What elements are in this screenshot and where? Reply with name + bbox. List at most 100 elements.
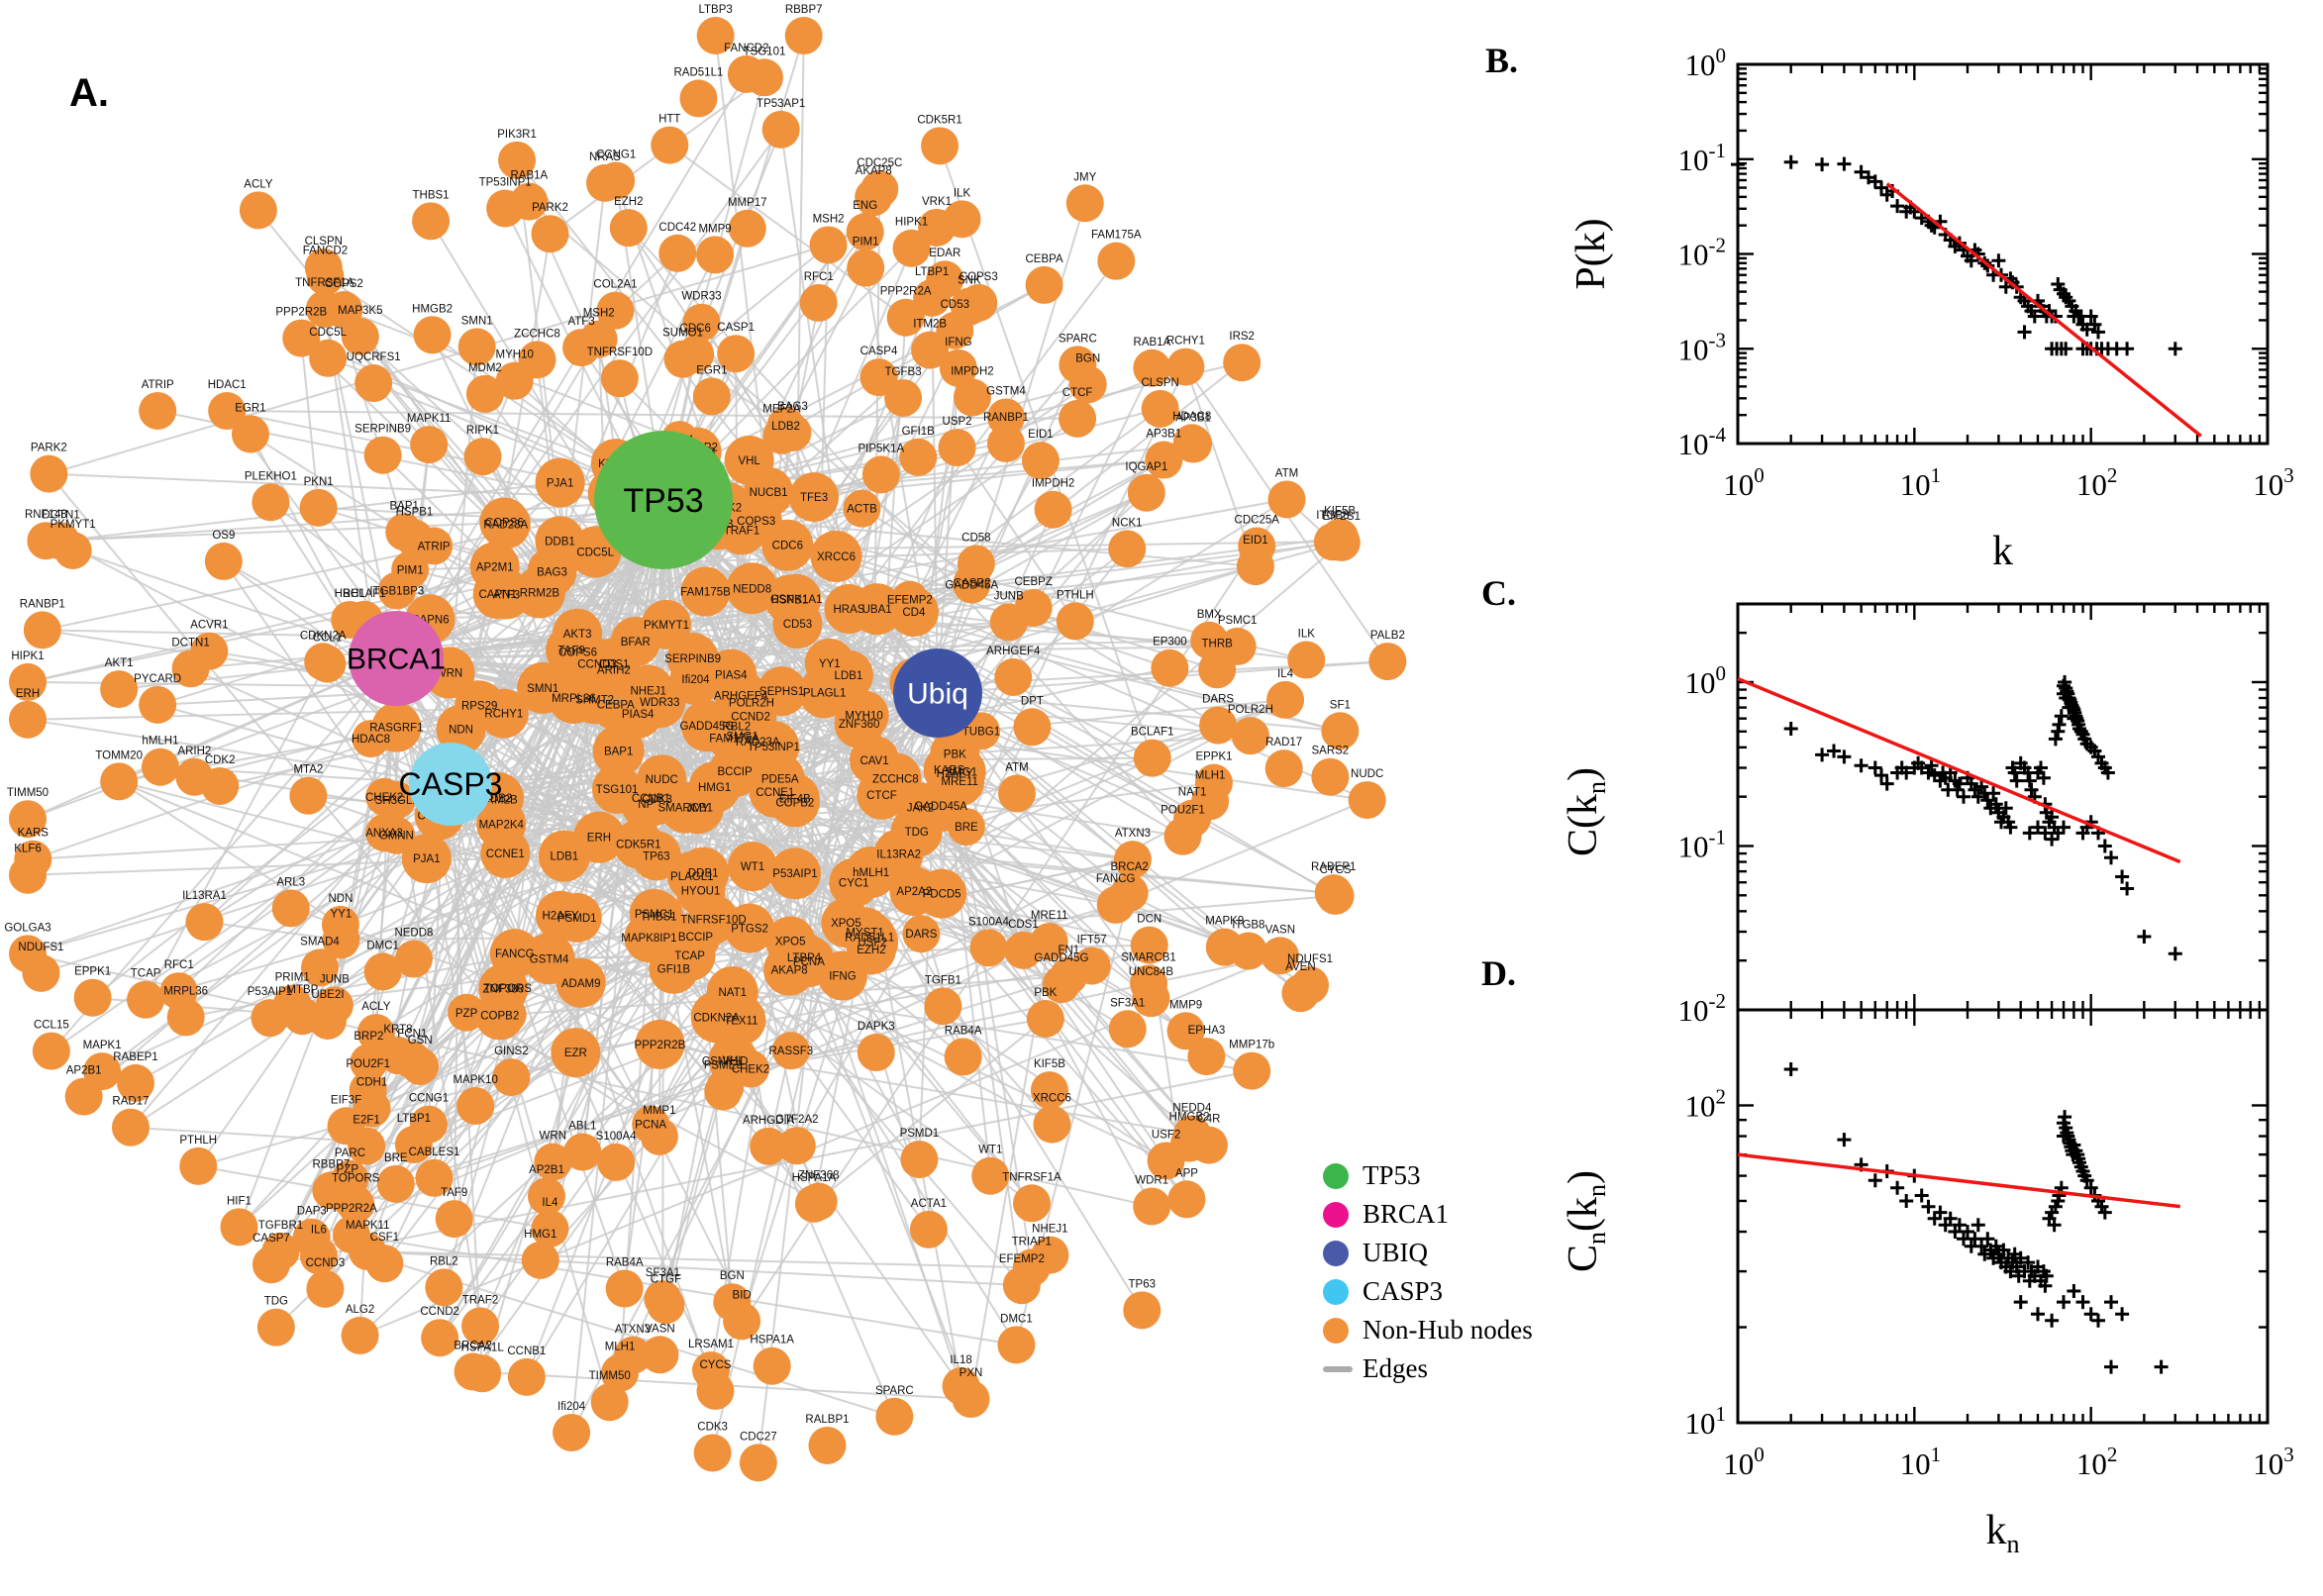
gene-node [895,782,946,833]
gene-node-label: CCND2 [420,1306,459,1318]
gene-node-label: RAD51L1 [674,66,724,78]
gene-node [22,953,60,992]
gene-node-label: IL13RA1 [182,890,227,902]
gene-node [942,1367,980,1406]
gene-node [531,215,569,253]
gene-node [971,1156,1010,1195]
gene-node-label: RPS29 [461,700,497,712]
gene-node-label: AKT1 [105,657,134,669]
gene-node-label: AP3B1 [1175,413,1211,425]
gene-node [632,1105,670,1144]
gene-node [299,488,338,527]
gene-node-label: JUNB [320,973,350,985]
gene-node [100,762,139,801]
gene-node [884,378,923,417]
gene-node-label: CCNB1 [507,1346,546,1357]
gene-node [886,298,925,337]
gene-node-label: MSH2 [583,308,615,320]
gene-node-label: PALB2 [1370,630,1405,642]
gene-node-label: DAPK3 [858,1021,895,1033]
gene-node-label: FCN1 [397,1029,427,1041]
gene-node-label: PCNA [635,1120,666,1132]
gene-node [341,1316,379,1354]
gene-node-label: PIAS4 [622,709,655,721]
gene-node-label: VASN [645,1323,674,1335]
gene-node-label: MMP1 [643,1105,675,1117]
legend-label: CASP3 [1363,1276,1444,1306]
gene-node [562,329,601,367]
gene-node-label: CASP2 [954,578,991,590]
gene-node-label: CCND2 [731,712,770,724]
gene-node-label: CHEK2 [365,792,403,804]
gene-node-label: MAP2K4 [479,820,525,832]
gene-node-label: RAD23A [736,737,780,748]
hub-label-ubiq: Ubiq [907,678,968,711]
svg-text:10-4: 10-4 [1678,423,1727,461]
gene-node-label: COPS6 [485,517,524,529]
gene-node-label: HMG1 [524,1229,556,1241]
gene-node [1013,708,1052,747]
gene-node-label: C4R [1197,1114,1220,1126]
gene-node [717,335,756,373]
gene-node-label: KARS [934,765,965,777]
gene-node-label: USF2 [1152,1129,1180,1141]
gene-node [412,202,451,241]
brca1-circle-icon [1323,1201,1349,1228]
legend-item-ubiq: UBIQ [1323,1234,1620,1272]
gene-node [873,829,924,879]
gene-node-label: HRH1 [335,588,365,600]
gene-node-label: PJA1 [413,853,441,865]
gene-node-label: ERH [16,688,40,700]
gene-node [761,110,800,149]
gene-node-label: MAPK11 [407,413,452,425]
gene-node-label: CD53 [941,299,969,311]
gene-node-label: BRP2 [354,1031,383,1043]
gene-node [1123,1291,1162,1330]
gene-node-label: CASP7 [252,1233,290,1245]
gene-node [936,311,974,349]
gene-node-label: PLEKHO1 [245,470,297,482]
tp53-circle-icon [1323,1162,1349,1189]
gene-node [1190,621,1229,659]
gene-node [1056,602,1094,641]
gene-node [960,283,998,322]
gene-node [563,1133,602,1171]
gene-node-label: RCHY1 [484,709,523,721]
gene-node-label: RAB1A [1134,337,1171,349]
gene-node-label: SMARCB1 [657,803,713,815]
gene-node-label: MMP17b [1229,1040,1274,1051]
gene-node [943,200,981,239]
gene-node [356,1014,395,1052]
gene-node-label: SMN1 [461,315,493,327]
gene-node [553,1413,591,1451]
gene-node-label: MYH10 [496,349,534,361]
gene-node [535,516,585,566]
gene-node [696,1371,735,1410]
gene-node [510,182,549,221]
gene-node-label: CHEK2 [732,1064,769,1076]
gene-node-label: CDC5L [576,548,614,559]
gene-node [641,1336,679,1374]
gene-node-label: PDCD5 [923,889,961,901]
gene-node-label: NUCB1 [750,487,788,499]
gene-node-label: NCK1 [1112,517,1143,529]
gene-node-label: BAP1 [390,500,419,512]
gene-node-label: TRAF2 [462,1294,498,1306]
network-graph: TCAPIfi204NHEJ1TP53INP1H2AFYSMG1P53AIP1Z… [4,4,1407,1482]
svg-text:101: 101 [1900,463,1942,502]
gene-node [692,377,731,416]
gene-node-label: ACLY [361,1001,391,1013]
gene-node-label: TP53INP1 [479,176,532,188]
gene-node-label: IL18 [950,1354,971,1366]
gene-node [1026,999,1064,1038]
gene-node [394,940,433,978]
gene-node [139,685,177,724]
panel-b-label: B. [1485,41,1519,80]
gene-node-label: EZR [564,1047,587,1059]
svg-text:10-2: 10-2 [1678,234,1727,272]
gene-node-label: USP2 [943,416,972,428]
fit-line [1737,676,2181,864]
svg-text:100: 100 [1685,661,1727,700]
gene-node-label: ATRIP [418,541,451,552]
gene-node-label: NDUFS1 [1287,953,1333,965]
